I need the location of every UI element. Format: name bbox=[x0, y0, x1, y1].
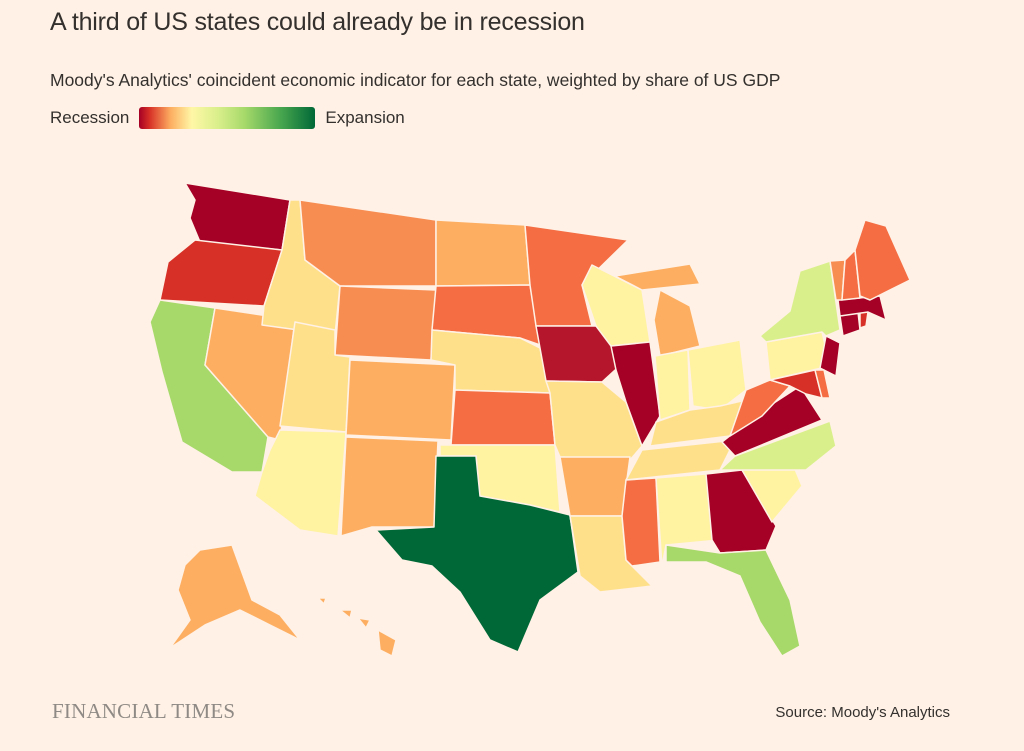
state-shape bbox=[357, 617, 371, 629]
state-shape bbox=[610, 341, 661, 447]
state-tx bbox=[375, 455, 579, 653]
state-shape bbox=[159, 239, 283, 307]
state-oh bbox=[687, 339, 747, 411]
state-nm bbox=[340, 436, 439, 537]
ft-logo: FINANCIAL TIMES bbox=[52, 699, 236, 723]
state-shape bbox=[655, 473, 720, 567]
state-ri bbox=[859, 311, 869, 329]
state-shape bbox=[859, 311, 869, 329]
state-shape bbox=[334, 285, 437, 361]
state-shape bbox=[687, 339, 747, 411]
state-shape bbox=[317, 597, 327, 605]
state-shape bbox=[769, 369, 823, 399]
state-md bbox=[769, 369, 823, 399]
state-shape bbox=[614, 263, 701, 291]
state-shape bbox=[814, 369, 831, 399]
state-shape bbox=[254, 429, 347, 537]
state-shape bbox=[450, 389, 556, 446]
color-legend: Recession Expansion bbox=[50, 107, 405, 129]
state-shape bbox=[621, 477, 661, 567]
state-ny bbox=[759, 260, 841, 343]
state-shape bbox=[559, 456, 631, 517]
state-al bbox=[655, 473, 720, 567]
legend-gradient-bar bbox=[139, 107, 316, 129]
legend-high-label: Expansion bbox=[325, 108, 405, 127]
state-shape bbox=[375, 455, 579, 653]
state-nj bbox=[819, 335, 841, 377]
state-shape bbox=[169, 544, 301, 649]
chart-subtitle: Moody's Analytics' coincident economic i… bbox=[50, 70, 781, 90]
state-il bbox=[610, 341, 661, 447]
state-nc bbox=[719, 420, 837, 471]
state-wy bbox=[334, 285, 437, 361]
state-shape bbox=[729, 379, 791, 437]
state-shape bbox=[377, 629, 397, 657]
state-sd bbox=[431, 284, 541, 346]
source-note: Source: Moody's Analytics bbox=[775, 704, 950, 721]
state-shape bbox=[654, 349, 691, 421]
state-shape bbox=[759, 260, 841, 343]
state-ar bbox=[559, 456, 631, 517]
state-ia bbox=[535, 325, 627, 383]
state-de bbox=[814, 369, 831, 399]
state-fl bbox=[665, 544, 801, 657]
state-shape bbox=[841, 249, 861, 301]
state-hi bbox=[317, 597, 397, 657]
state-co bbox=[345, 359, 456, 441]
state-wv bbox=[729, 379, 791, 437]
state-mt bbox=[299, 199, 437, 287]
state-az bbox=[254, 429, 347, 537]
state-nd bbox=[435, 219, 531, 287]
state-shape bbox=[435, 219, 531, 287]
state-shape bbox=[535, 325, 627, 383]
state-shape bbox=[665, 544, 801, 657]
state-shape bbox=[339, 609, 353, 619]
state-shape bbox=[279, 321, 351, 433]
state-nh bbox=[841, 249, 861, 301]
legend-low-label: Recession bbox=[50, 108, 130, 127]
state-shape bbox=[653, 289, 701, 357]
state-or bbox=[159, 239, 283, 307]
state-shape bbox=[345, 359, 456, 441]
state-shape bbox=[819, 335, 841, 377]
chart-title: A third of US states could already be in… bbox=[50, 8, 585, 36]
state-ks bbox=[450, 389, 556, 446]
state-shape bbox=[431, 284, 541, 346]
state-shape bbox=[340, 436, 439, 537]
state-ak bbox=[169, 544, 301, 649]
state-shape bbox=[854, 219, 911, 301]
state-shape bbox=[719, 420, 837, 471]
state-me bbox=[854, 219, 911, 301]
state-ut bbox=[279, 321, 351, 433]
state-shape bbox=[299, 199, 437, 287]
state-ms bbox=[621, 477, 661, 567]
state-in bbox=[654, 349, 691, 421]
